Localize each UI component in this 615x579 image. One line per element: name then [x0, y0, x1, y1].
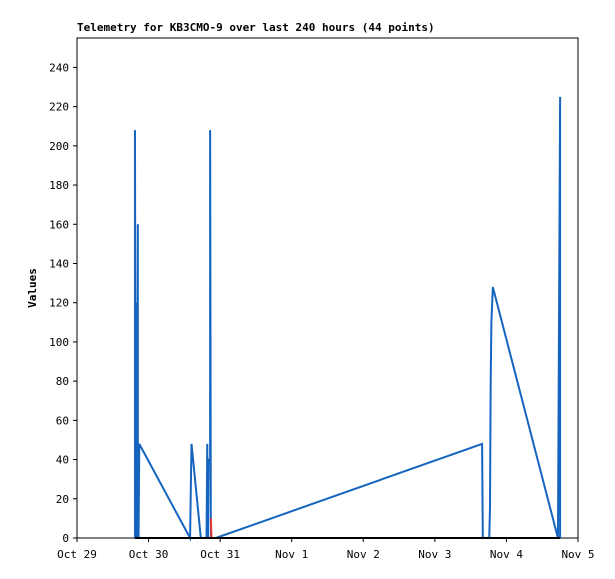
x-tick-label: Nov 5 [561, 548, 594, 561]
y-tick-label: 80 [56, 375, 69, 388]
x-tick-label: Nov 4 [490, 548, 523, 561]
y-tick-label: 100 [49, 336, 69, 349]
x-tick-label: Nov 1 [275, 548, 308, 561]
y-tick-label: 20 [56, 493, 69, 506]
y-tick-label: 200 [49, 140, 69, 153]
x-tick-label: Oct 30 [129, 548, 169, 561]
x-tick-label: Oct 31 [200, 548, 240, 561]
series-line [209, 518, 213, 539]
y-tick-label: 160 [49, 218, 69, 231]
y-tick-label: 120 [49, 297, 69, 310]
y-tick-label: 0 [62, 532, 69, 545]
y-tick-label: 40 [56, 454, 69, 467]
y-tick-label: 240 [49, 61, 69, 74]
y-axis-label: Values [26, 268, 39, 308]
x-tick-label: Oct 29 [57, 548, 97, 561]
chart-title: Telemetry for KB3CMO-9 over last 240 hou… [77, 21, 435, 34]
y-tick-label: 180 [49, 179, 69, 192]
y-tick-label: 140 [49, 257, 69, 270]
y-tick-label: 220 [49, 101, 69, 114]
x-tick-label: Nov 2 [347, 548, 380, 561]
x-tick-label: Nov 3 [418, 548, 451, 561]
y-tick-label: 60 [56, 414, 69, 427]
